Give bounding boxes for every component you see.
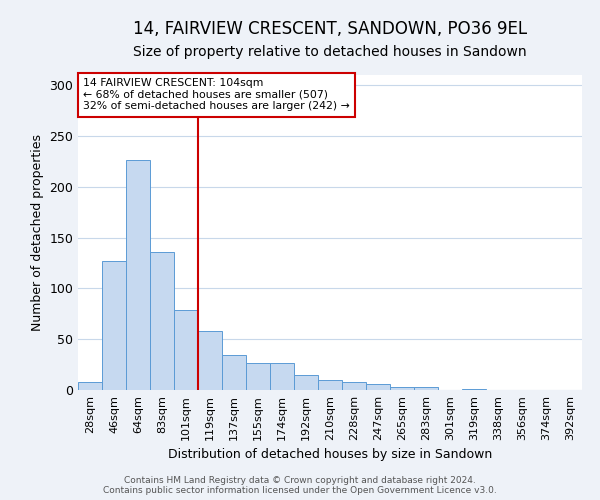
Bar — [366, 384, 390, 390]
Text: Size of property relative to detached houses in Sandown: Size of property relative to detached ho… — [133, 45, 527, 59]
Y-axis label: Number of detached properties: Number of detached properties — [31, 134, 44, 331]
Bar — [78, 382, 102, 390]
Bar — [462, 389, 486, 390]
Bar — [294, 375, 318, 390]
Bar — [222, 356, 246, 390]
Bar — [390, 387, 414, 390]
Bar — [270, 362, 294, 390]
Bar — [414, 387, 438, 390]
Bar — [174, 310, 198, 390]
Text: 14, FAIRVIEW CRESCENT, SANDOWN, PO36 9EL: 14, FAIRVIEW CRESCENT, SANDOWN, PO36 9EL — [133, 20, 527, 38]
Bar — [150, 252, 174, 390]
Bar — [126, 160, 150, 390]
Bar — [246, 362, 270, 390]
Bar — [342, 382, 366, 390]
X-axis label: Distribution of detached houses by size in Sandown: Distribution of detached houses by size … — [168, 448, 492, 462]
Bar — [198, 331, 222, 390]
Text: 14 FAIRVIEW CRESCENT: 104sqm
← 68% of detached houses are smaller (507)
32% of s: 14 FAIRVIEW CRESCENT: 104sqm ← 68% of de… — [83, 78, 350, 112]
Bar — [102, 261, 126, 390]
Bar — [318, 380, 342, 390]
Text: Contains HM Land Registry data © Crown copyright and database right 2024.
Contai: Contains HM Land Registry data © Crown c… — [103, 476, 497, 495]
